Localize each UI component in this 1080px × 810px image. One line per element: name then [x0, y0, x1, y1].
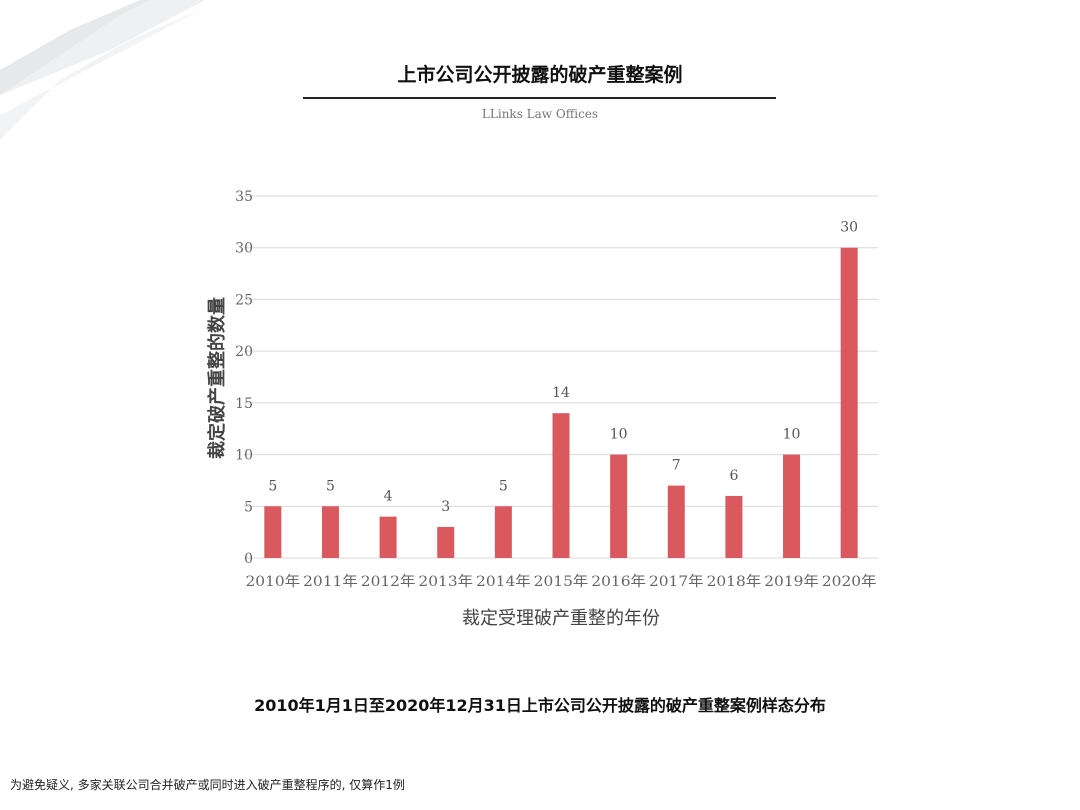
y-tick-label: 20 — [235, 344, 253, 360]
x-tick-label: 2018年 — [707, 574, 762, 590]
data-label: 14 — [552, 385, 570, 401]
data-label: 7 — [672, 458, 681, 474]
data-label: 30 — [840, 220, 858, 236]
bar — [610, 454, 628, 558]
bar — [667, 485, 685, 558]
data-label: 10 — [610, 427, 628, 443]
title-divider — [303, 97, 776, 99]
chart-caption: 2010年1月1日至2020年12月31日上市公司公开披露的破产重整案例样态分布 — [254, 696, 826, 715]
page-title: 上市公司公开披露的破产重整案例 — [397, 64, 683, 86]
x-tick-label: 2013年 — [418, 574, 473, 590]
y-axis-label: 裁定破产重整的数量 — [207, 297, 228, 459]
background-decoration — [0, 0, 205, 140]
bar — [321, 506, 339, 558]
page-subtitle: LLinks Law Offices — [481, 107, 599, 121]
bar — [783, 454, 801, 558]
x-axis-label: 裁定受理破产重整的年份 — [462, 608, 660, 629]
x-tick-label: 2017年 — [649, 574, 704, 590]
x-tick-label: 2014年 — [476, 574, 531, 590]
x-tick-label: 2010年 — [246, 574, 301, 590]
bar — [494, 506, 512, 558]
footnote: 为避免疑义, 多家关联公司合并破产或同时进入破产重整程序的, 仅算作1例 — [10, 778, 405, 792]
bar — [264, 506, 282, 558]
data-label: 5 — [268, 478, 277, 494]
data-label: 6 — [729, 468, 738, 484]
bar — [437, 526, 455, 558]
y-tick-label: 25 — [235, 292, 253, 308]
data-label: 10 — [783, 427, 801, 443]
x-tick-label: 2020年 — [822, 574, 877, 590]
y-tick-label: 35 — [235, 189, 253, 205]
y-tick-label: 10 — [235, 448, 253, 464]
y-tick-label: 0 — [244, 551, 253, 567]
data-label: 3 — [441, 499, 450, 515]
x-tick-label: 2015年 — [534, 574, 589, 590]
bar — [552, 413, 570, 558]
x-tick-label: 2016年 — [591, 574, 646, 590]
y-tick-label: 15 — [235, 396, 253, 412]
x-tick-label: 2011年 — [303, 574, 358, 590]
bar — [725, 495, 743, 558]
y-tick-label: 5 — [244, 499, 253, 515]
bar — [379, 516, 397, 558]
y-tick-label: 30 — [235, 241, 253, 257]
bar — [840, 247, 858, 558]
data-label: 5 — [499, 478, 508, 494]
data-label: 4 — [384, 489, 393, 505]
x-tick-label: 2019年 — [764, 574, 819, 590]
data-label: 5 — [326, 478, 335, 494]
x-tick-label: 2012年 — [361, 574, 416, 590]
